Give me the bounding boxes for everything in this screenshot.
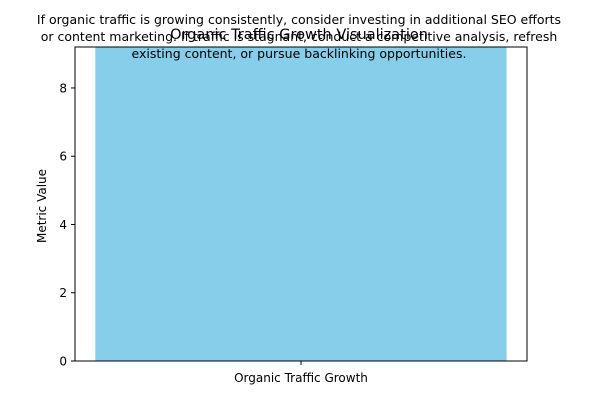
chart-title: Organic Traffic Growth Visualization — [170, 27, 428, 43]
y-axis-label: Metric Value — [35, 169, 49, 243]
annotation-line-2: or content marketing. If traffic is stag… — [41, 29, 558, 44]
plot-area: Organic Traffic Growth 0 2 4 6 8 — [59, 46, 528, 385]
y-tick-label-2: 4 — [59, 218, 67, 232]
x-tick-label-0: Organic Traffic Growth — [234, 371, 368, 385]
y-tick-label-3: 6 — [59, 150, 67, 164]
annotation-line-1: If organic traffic is growing consistent… — [37, 12, 561, 27]
annotation-line-3: existing content, or pursue backlinking … — [132, 46, 467, 61]
y-tick-label-1: 2 — [59, 286, 67, 300]
bar-0 — [95, 47, 507, 361]
y-tick-label-0: 0 — [59, 355, 67, 369]
y-tick-label-4: 8 — [59, 81, 67, 95]
axes-frame — [74, 46, 528, 362]
